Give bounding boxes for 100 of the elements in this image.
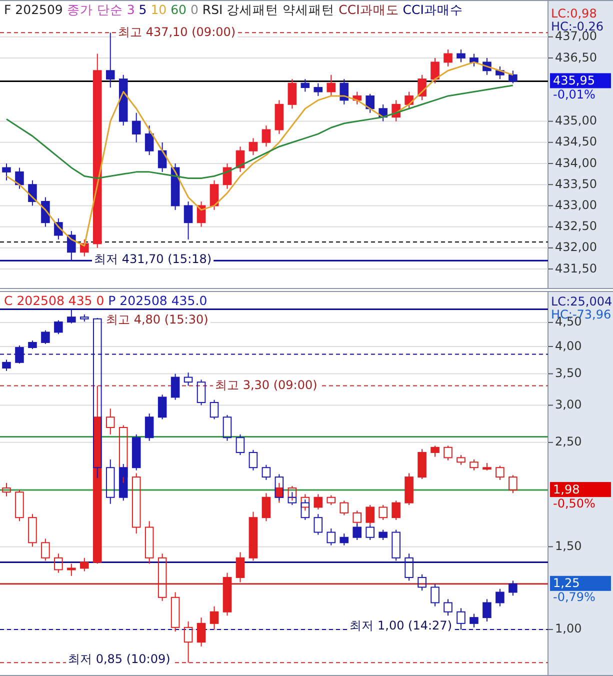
candlestick <box>508 70 518 84</box>
candlestick <box>106 32 115 88</box>
candlestick <box>444 598 452 616</box>
candlestick <box>496 588 504 607</box>
candlestick <box>418 574 426 592</box>
candlestick <box>210 606 219 630</box>
candlestick <box>170 373 180 400</box>
candlestick <box>67 230 76 262</box>
candlestick <box>314 514 323 536</box>
y-tick-label: 3,50 <box>555 366 582 380</box>
candlestick <box>2 359 11 372</box>
candlestick <box>482 462 492 471</box>
annotation: 최저 0,85 (10:09) <box>68 652 170 666</box>
candlestick <box>80 557 89 572</box>
candlestick <box>222 572 232 616</box>
annotation: RSI 강세패턴 <box>202 2 283 17</box>
text: 60 <box>170 2 190 17</box>
candlestick <box>210 399 219 420</box>
candlestick <box>132 434 141 471</box>
text: LC:0,98 <box>551 6 597 20</box>
text: HC:-0,26 <box>551 19 604 34</box>
candlestick <box>444 445 452 461</box>
series-label: P 202508 435.0 <box>108 293 208 308</box>
candlestick <box>340 78 349 105</box>
y-tick-label: 434,00 <box>555 156 597 170</box>
candlestick <box>314 82 323 96</box>
candlestick <box>106 408 115 435</box>
text: -0,01% <box>553 87 596 102</box>
candlestick <box>470 458 478 471</box>
candlestick <box>54 553 63 574</box>
candlestick <box>93 53 102 248</box>
annotation: 최저 431,70 (15:18) <box>94 252 212 266</box>
annotation: CCI과매도 <box>338 2 403 17</box>
candlestick <box>470 613 478 628</box>
candlestick <box>262 125 271 148</box>
annotation: 최고 3,30 (09:00) <box>215 378 318 392</box>
candlestick <box>482 598 492 622</box>
candlestick <box>430 583 440 607</box>
candlestick <box>236 552 245 583</box>
y-tick-label: 435,00 <box>555 114 597 128</box>
text: C 202508 435 0 <box>4 293 108 308</box>
candlestick <box>54 320 63 335</box>
annotation: 약세패턴 <box>282 2 339 17</box>
candlestick <box>184 620 193 664</box>
text: -0,79% <box>553 590 596 604</box>
candlestick <box>67 563 76 576</box>
candlestick <box>262 492 271 522</box>
candlestick <box>444 49 452 67</box>
candlestick <box>15 490 24 522</box>
text: 1,98 <box>553 482 580 496</box>
candlestick <box>404 553 414 582</box>
annotation: 최저 1,00 (14:27) <box>350 618 452 633</box>
y-tick-label: 432,00 <box>555 240 597 254</box>
annotation: 최고 4,80 (15:30) <box>106 312 208 327</box>
text: 435,95 <box>553 73 595 88</box>
annotation: 3 <box>126 2 139 17</box>
candlestick <box>184 372 193 386</box>
candlestick <box>236 434 245 456</box>
candlestick <box>508 580 518 596</box>
candlestick <box>132 112 141 143</box>
candlestick <box>352 523 362 541</box>
y-tick-label: 1,50 <box>555 538 582 553</box>
annotation: 0 <box>190 2 202 17</box>
y-tick-label: 1,00 <box>555 622 582 636</box>
text: LC:25,004 <box>551 294 612 308</box>
candlestick <box>184 200 193 240</box>
text: 10 <box>150 2 171 17</box>
candlestick <box>67 308 76 324</box>
candlestick <box>144 413 154 442</box>
annotation: 5 <box>138 2 151 17</box>
candlestick <box>118 74 128 126</box>
candlestick <box>274 100 284 134</box>
y-tick-label: 433,50 <box>555 176 597 191</box>
candlestick <box>288 78 297 110</box>
annotation: 최고 437,10 (09:00) <box>118 24 236 39</box>
candlestick <box>15 344 24 364</box>
candlestick <box>456 608 466 630</box>
candlestick <box>248 138 258 156</box>
candlestick <box>158 553 167 602</box>
candlestick <box>430 445 440 458</box>
candlestick <box>158 394 167 420</box>
y-tick-label: 436,50 <box>555 50 597 64</box>
candlestick <box>106 458 115 504</box>
text: -0,50% <box>553 496 596 510</box>
candlestick <box>170 592 180 632</box>
candlestick <box>262 464 271 480</box>
y-tick-label: 3,00 <box>555 398 582 412</box>
candlestick <box>418 448 426 480</box>
candlestick <box>456 49 466 63</box>
annotation: CCI과매수 <box>402 2 463 17</box>
chart-title: F 202509 <box>4 2 67 17</box>
candlestick <box>300 78 310 92</box>
candlestick <box>248 449 258 471</box>
candlestick <box>196 379 206 406</box>
candlestick <box>196 617 206 647</box>
y-tick-label: 2,50 <box>555 434 582 449</box>
y-tick-label: 431,50 <box>555 261 597 276</box>
text: 1,25 <box>553 576 580 590</box>
y-tick-label: 4,00 <box>555 338 582 353</box>
candlestick <box>28 514 37 548</box>
